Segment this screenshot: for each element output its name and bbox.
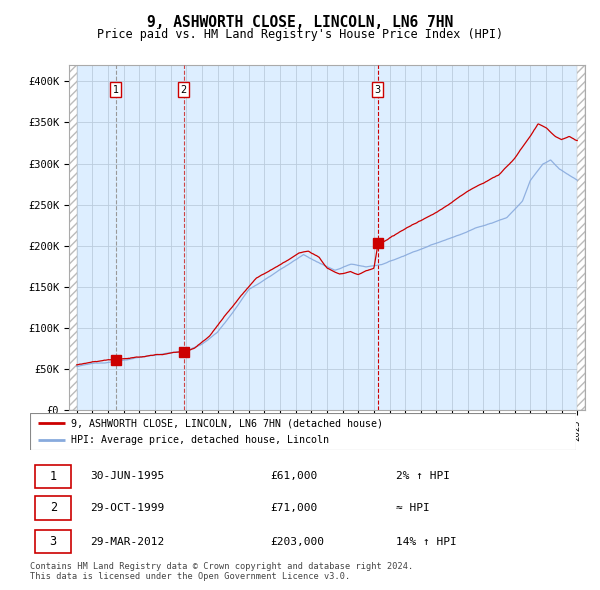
Text: 14% ↑ HPI: 14% ↑ HPI bbox=[396, 536, 457, 546]
Text: 9, ASHWORTH CLOSE, LINCOLN, LN6 7HN (detached house): 9, ASHWORTH CLOSE, LINCOLN, LN6 7HN (det… bbox=[71, 418, 383, 428]
Text: 1: 1 bbox=[50, 470, 57, 483]
Text: 3: 3 bbox=[50, 535, 57, 548]
Text: £203,000: £203,000 bbox=[270, 536, 324, 546]
Text: 2: 2 bbox=[50, 502, 57, 514]
Text: 30-JUN-1995: 30-JUN-1995 bbox=[90, 471, 164, 481]
Text: Price paid vs. HM Land Registry's House Price Index (HPI): Price paid vs. HM Land Registry's House … bbox=[97, 28, 503, 41]
FancyBboxPatch shape bbox=[35, 496, 71, 520]
Text: 2% ↑ HPI: 2% ↑ HPI bbox=[396, 471, 450, 481]
FancyBboxPatch shape bbox=[35, 465, 71, 488]
FancyBboxPatch shape bbox=[35, 530, 71, 553]
Text: £61,000: £61,000 bbox=[270, 471, 317, 481]
Text: HPI: Average price, detached house, Lincoln: HPI: Average price, detached house, Linc… bbox=[71, 435, 329, 445]
Text: 3: 3 bbox=[375, 84, 381, 94]
Text: 29-MAR-2012: 29-MAR-2012 bbox=[90, 536, 164, 546]
Text: 1: 1 bbox=[113, 84, 119, 94]
Text: 2: 2 bbox=[181, 84, 187, 94]
Text: Contains HM Land Registry data © Crown copyright and database right 2024.
This d: Contains HM Land Registry data © Crown c… bbox=[30, 562, 413, 581]
Text: 9, ASHWORTH CLOSE, LINCOLN, LN6 7HN: 9, ASHWORTH CLOSE, LINCOLN, LN6 7HN bbox=[147, 15, 453, 30]
Text: ≈ HPI: ≈ HPI bbox=[396, 503, 430, 513]
Text: 29-OCT-1999: 29-OCT-1999 bbox=[90, 503, 164, 513]
Text: £71,000: £71,000 bbox=[270, 503, 317, 513]
